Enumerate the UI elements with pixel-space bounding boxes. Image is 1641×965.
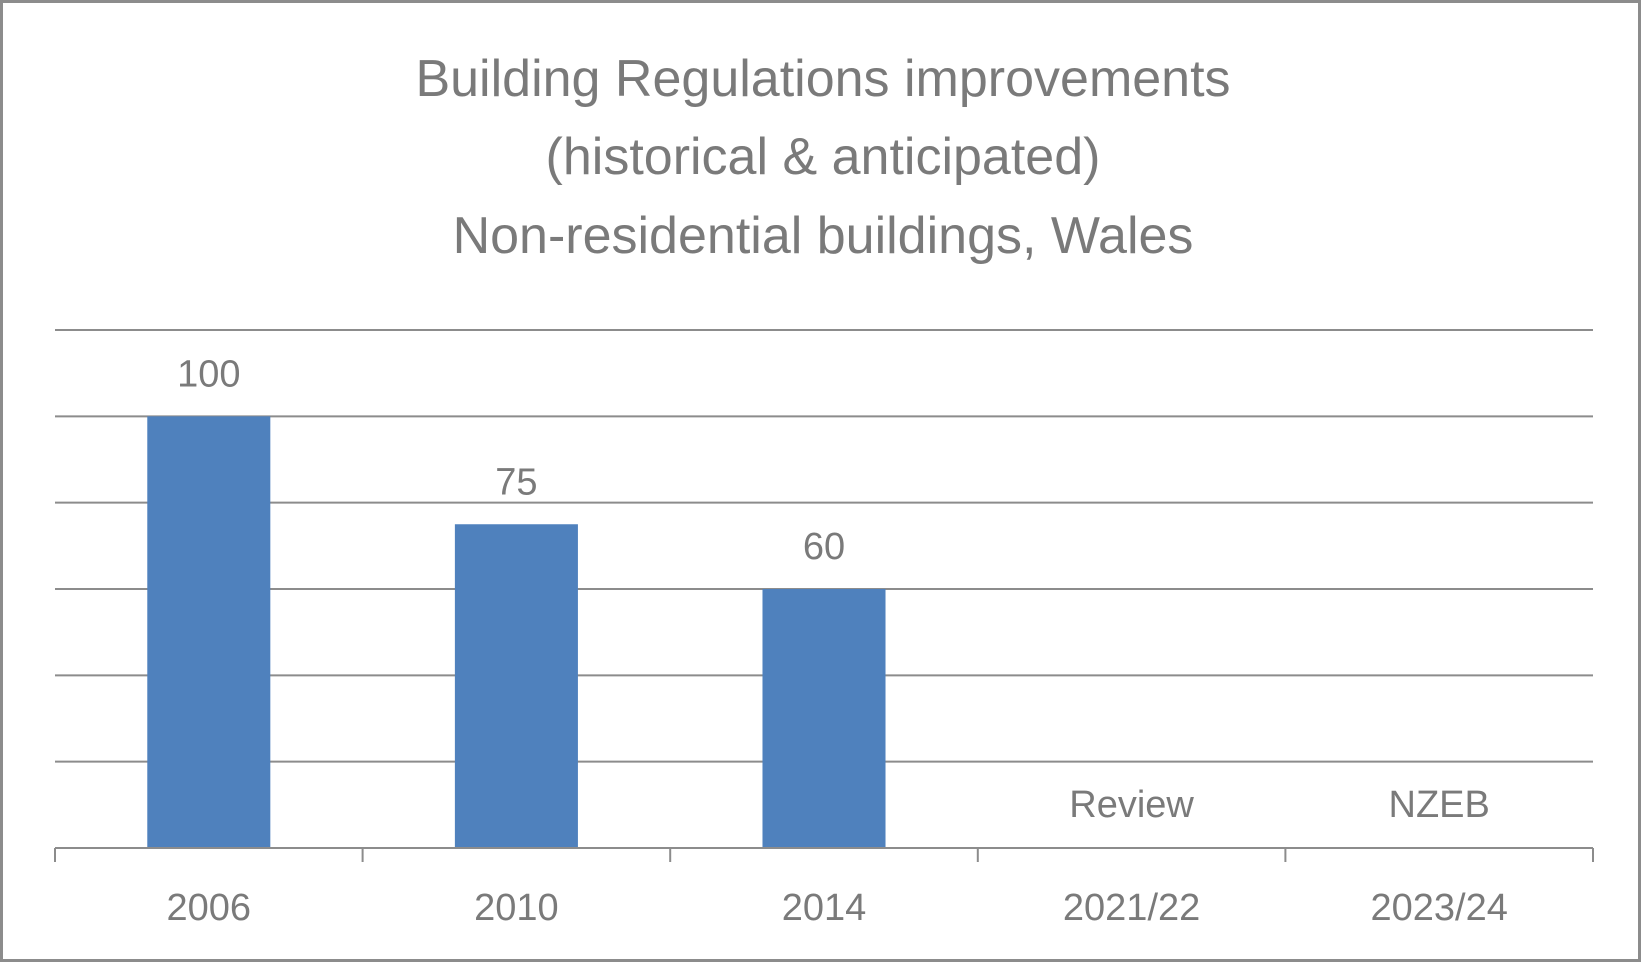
data-label-2010: 75 — [495, 461, 537, 503]
chart-title: Building Regulations improvements (histo… — [415, 50, 1230, 265]
chart-title-line-1: Building Regulations improvements — [415, 50, 1230, 108]
data-label-2023-24: NZEB — [1389, 784, 1490, 826]
bar-2010 — [454, 524, 578, 848]
data-label-2021-22: Review — [1069, 784, 1194, 826]
bar-chart: Building Regulations improvements (histo… — [54, 50, 1594, 929]
bar-2014 — [762, 589, 886, 848]
x-tick-label-2014: 2014 — [782, 887, 867, 929]
bars — [147, 416, 886, 848]
x-tick-label-2023-24: 2023/24 — [1371, 887, 1508, 929]
data-labels: 100 75 60 Review NZEB — [177, 353, 1490, 826]
data-label-2006: 100 — [177, 353, 240, 395]
x-tick-label-2006: 2006 — [167, 887, 252, 929]
x-tick-label-2021-22: 2021/22 — [1063, 887, 1200, 929]
x-tick-labels: 2006 2010 2014 2021/22 2023/24 — [167, 887, 1508, 929]
bar-2006 — [147, 416, 271, 848]
data-label-2014: 60 — [803, 526, 845, 568]
x-axis — [54, 847, 1594, 862]
x-tick-label-2010: 2010 — [474, 887, 559, 929]
chart-title-line-3: Non-residential buildings, Wales — [453, 207, 1194, 265]
chart-title-line-2: (historical & anticipated) — [546, 128, 1101, 186]
